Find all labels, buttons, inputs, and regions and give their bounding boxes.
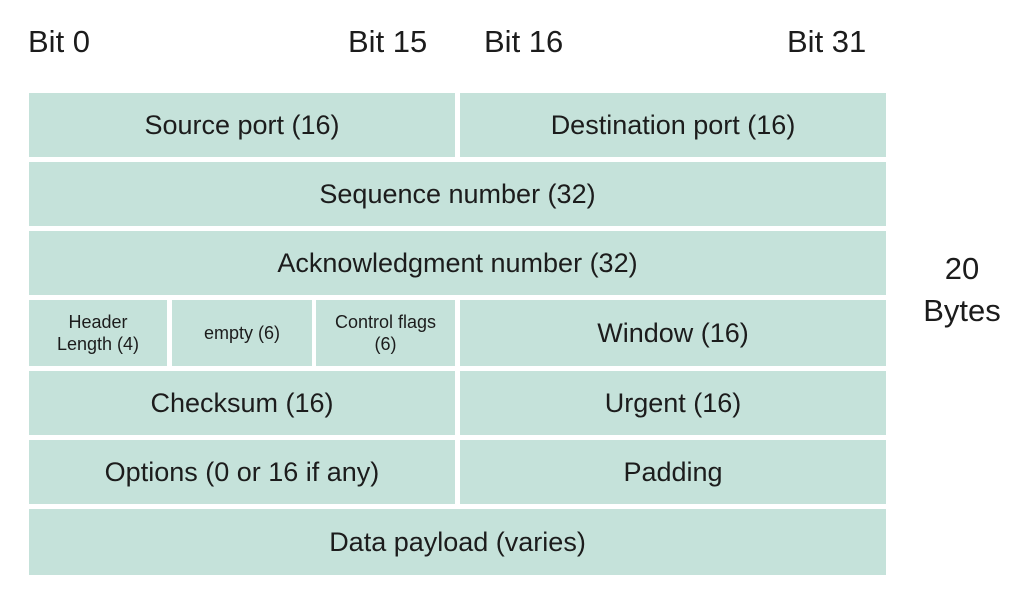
checksum-field: Checksum (16) (29, 371, 455, 435)
header-size-value: 20 (944, 251, 980, 286)
bit-16-label: Bit 16 (484, 24, 564, 59)
header-length-line2: Length (4) (56, 334, 140, 354)
options-field: Options (0 or 16 if any) (29, 440, 455, 504)
destination-port-field: Destination port (16) (460, 93, 886, 157)
header-size-note: 20 Bytes (912, 248, 1012, 332)
bit-0-label: Bit 0 (28, 24, 91, 59)
control-flags-line2: (6) (374, 334, 397, 354)
control-flags-line1: Control flags (334, 312, 437, 332)
control-flags-field: Control flags (6) (316, 300, 455, 366)
source-port-field: Source port (16) (29, 93, 455, 157)
urgent-field: Urgent (16) (460, 371, 886, 435)
bit-15-label: Bit 15 (348, 24, 428, 59)
sequence-number-field: Sequence number (32) (29, 162, 886, 226)
acknowledgment-number-field: Acknowledgment number (32) (29, 231, 886, 295)
header-size-unit: Bytes (923, 293, 1001, 328)
window-field: Window (16) (460, 300, 886, 366)
header-length-line1: Header (68, 312, 128, 332)
header-length-field: Header Length (4) (29, 300, 167, 366)
bit-31-label: Bit 31 (787, 24, 867, 59)
data-payload-field: Data payload (varies) (29, 509, 886, 575)
padding-field: Padding (460, 440, 886, 504)
empty-field: empty (6) (172, 300, 312, 366)
